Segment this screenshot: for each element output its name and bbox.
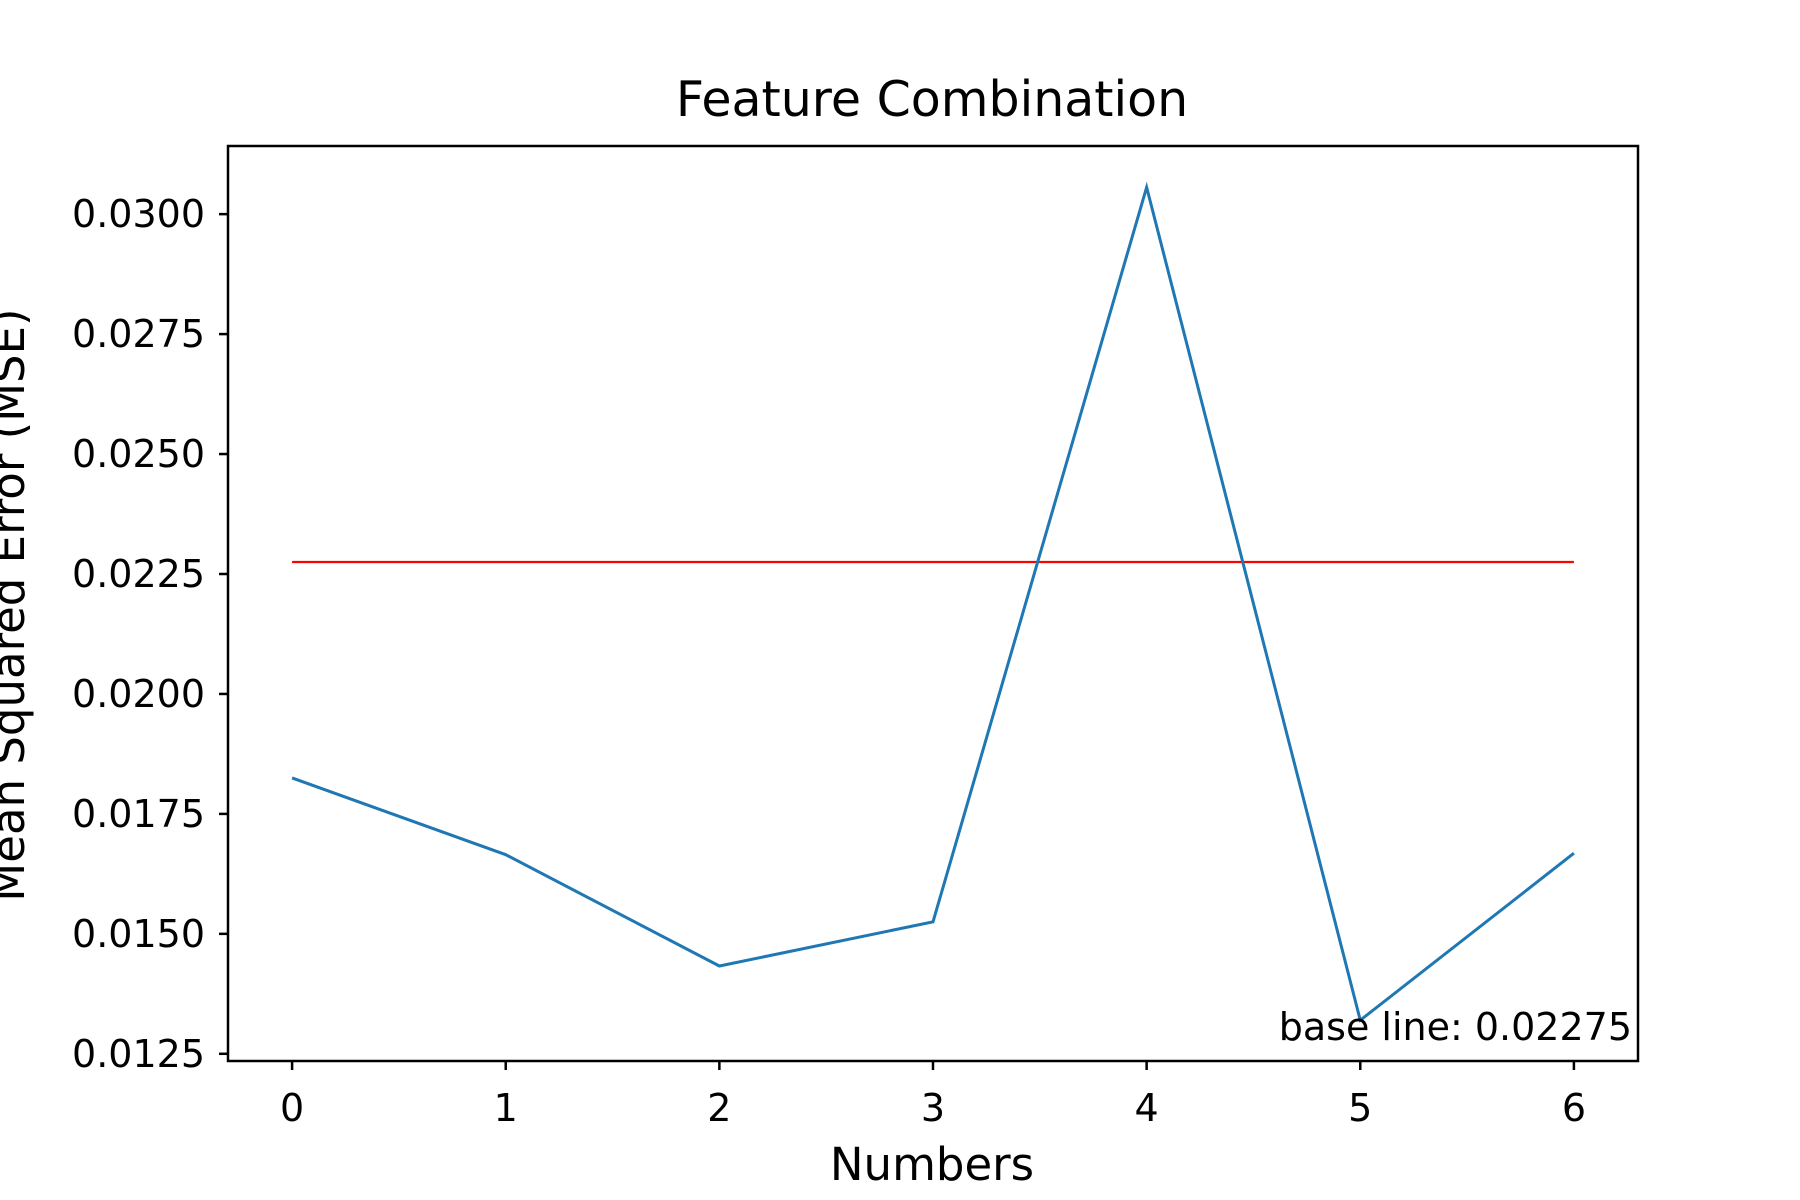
y-tick-label: 0.0125 xyxy=(72,1032,205,1076)
y-tick-label: 0.0225 xyxy=(72,552,205,596)
y-axis-label: Mean Squared Error (MSE) xyxy=(0,308,35,901)
x-tick-label: 0 xyxy=(280,1086,304,1130)
y-tick-label: 0.0250 xyxy=(72,432,205,476)
x-tick-label: 2 xyxy=(707,1086,731,1130)
y-tick-label: 0.0200 xyxy=(72,672,205,716)
plot-area: 0 1 2 3 4 5 6 0.0125 0.0150 0.0175 0.0200 0.0225 0.0… xyxy=(72,181,1586,1130)
y-tick-label: 0.0175 xyxy=(72,792,205,836)
chart-title: Feature Combination xyxy=(676,71,1188,128)
x-tick-label: 4 xyxy=(1135,1086,1159,1130)
y-tick-label: 0.0300 xyxy=(72,192,205,236)
x-tick-label: 1 xyxy=(494,1086,518,1130)
y-tick-label: 0.0150 xyxy=(72,912,205,956)
y-tick-label: 0.0275 xyxy=(72,312,205,356)
x-tick-label: 6 xyxy=(1562,1086,1586,1130)
axes-frame xyxy=(226,144,1640,1063)
x-tick-label: 5 xyxy=(1348,1086,1372,1130)
x-axis-label: Numbers xyxy=(830,1138,1034,1191)
x-tick-label: 3 xyxy=(921,1086,945,1130)
baseline-annotation: base line: 0.02275 xyxy=(1279,1005,1632,1049)
